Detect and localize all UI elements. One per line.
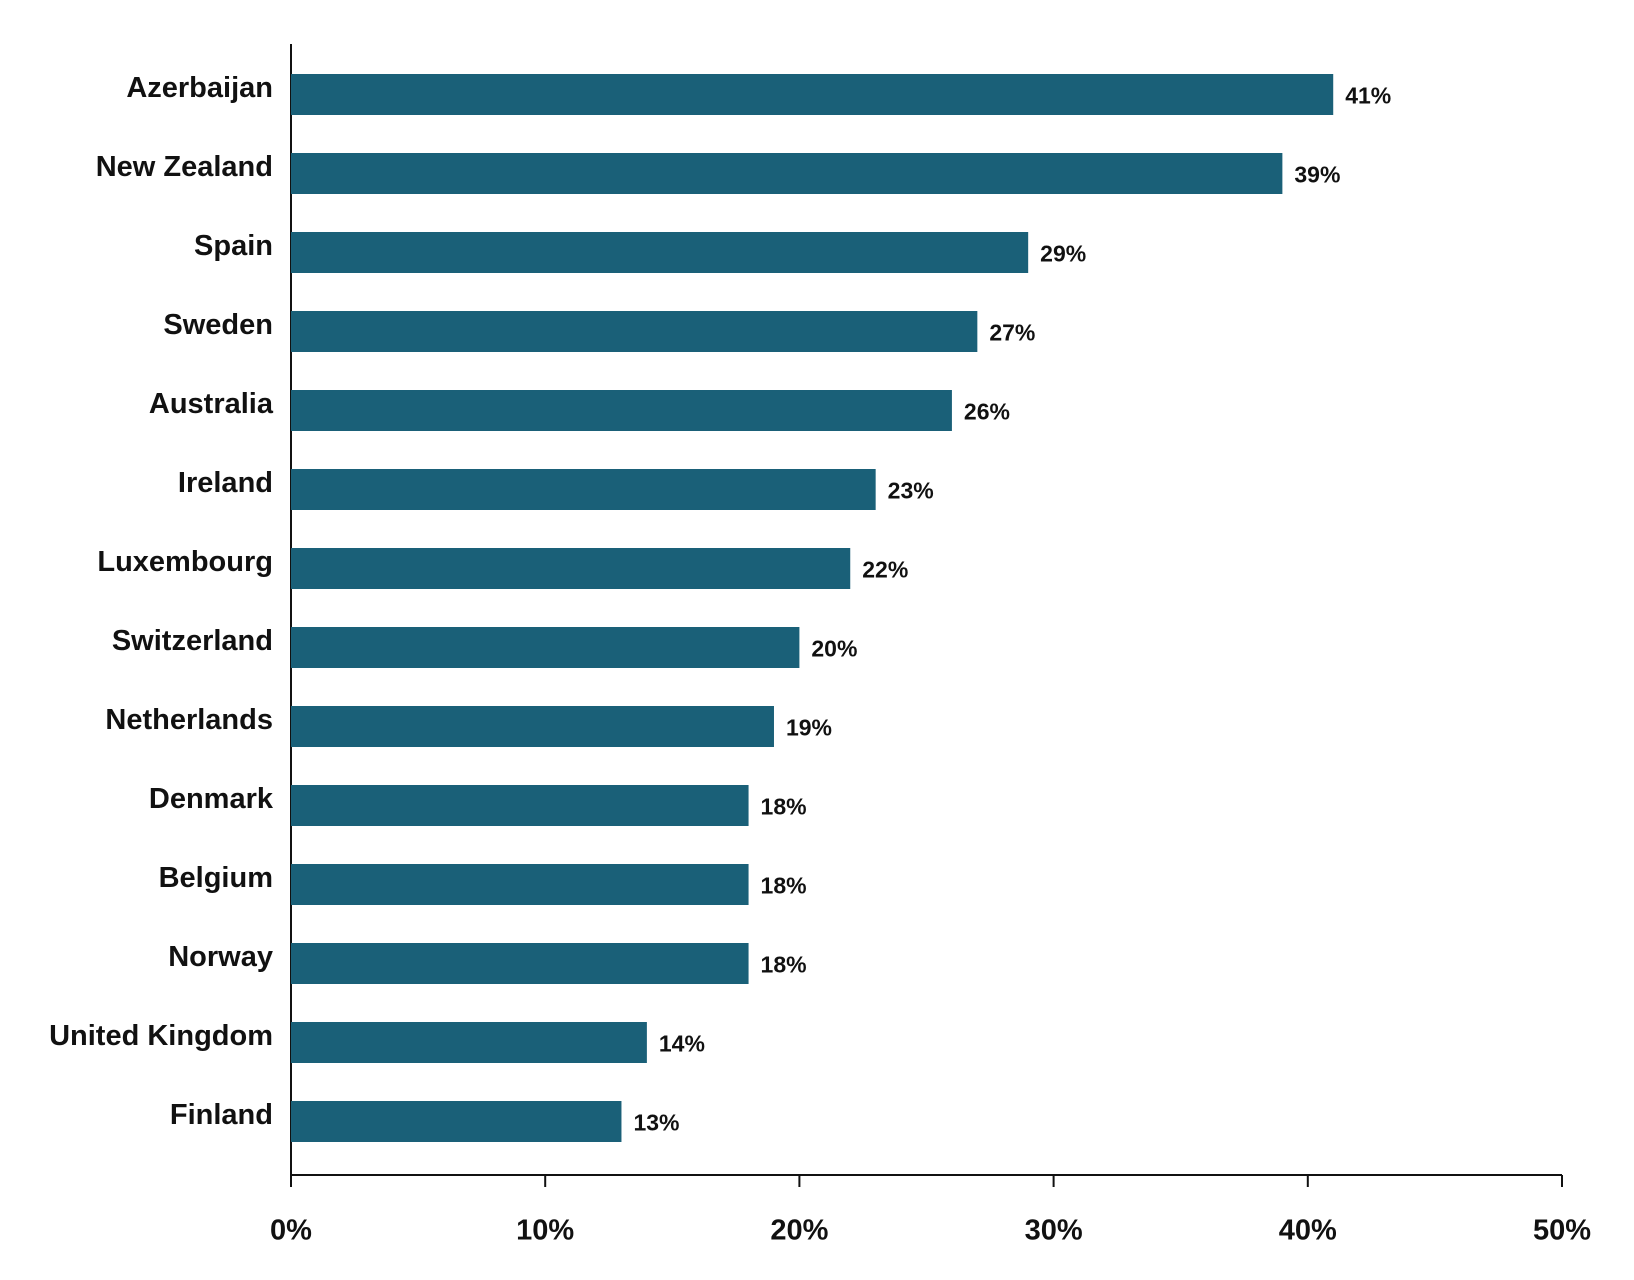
bar [291, 627, 800, 668]
value-label: 23% [888, 478, 934, 504]
value-label: 19% [786, 715, 832, 741]
bar [291, 469, 876, 510]
value-label: 14% [659, 1031, 705, 1057]
category-label: Spain [194, 230, 273, 262]
category-label: Netherlands [105, 704, 273, 736]
bar [291, 1022, 647, 1063]
x-tick-label: 50% [1533, 1215, 1591, 1247]
value-label: 18% [761, 794, 807, 820]
bar [291, 943, 749, 984]
category-label: Australia [149, 388, 274, 420]
bar [291, 232, 1029, 273]
category-label: Finland [170, 1099, 273, 1131]
category-label: Belgium [159, 862, 273, 894]
bar [291, 785, 749, 826]
x-tick-label: 40% [1279, 1215, 1337, 1247]
bar [291, 864, 749, 905]
value-label: 22% [862, 557, 908, 583]
category-label: Ireland [178, 467, 273, 499]
value-label: 27% [989, 320, 1035, 346]
x-tick-label: 0% [270, 1215, 312, 1247]
x-tick-label: 30% [1025, 1215, 1083, 1247]
value-label: 18% [761, 952, 807, 978]
bar [291, 1101, 622, 1142]
category-label: Luxembourg [97, 546, 273, 578]
category-label: Denmark [149, 783, 274, 815]
category-label: United Kingdom [49, 1020, 273, 1052]
value-label: 41% [1345, 83, 1391, 109]
category-label: Norway [168, 941, 273, 973]
category-label: Sweden [163, 309, 273, 341]
category-label: Switzerland [112, 625, 273, 657]
value-label: 26% [964, 399, 1010, 425]
value-label: 18% [761, 873, 807, 899]
bar [291, 153, 1283, 194]
bar [291, 74, 1334, 115]
bar [291, 706, 774, 747]
bar [291, 548, 851, 589]
x-tick-label: 20% [770, 1215, 828, 1247]
category-label: Azerbaijan [126, 72, 273, 104]
category-label: New Zealand [96, 151, 273, 183]
value-label: 39% [1294, 162, 1340, 188]
value-label: 29% [1040, 241, 1086, 267]
bar [291, 311, 978, 352]
x-tick-label: 10% [516, 1215, 574, 1247]
bar [291, 390, 952, 431]
value-label: 20% [811, 636, 857, 662]
value-label: 13% [633, 1110, 679, 1136]
